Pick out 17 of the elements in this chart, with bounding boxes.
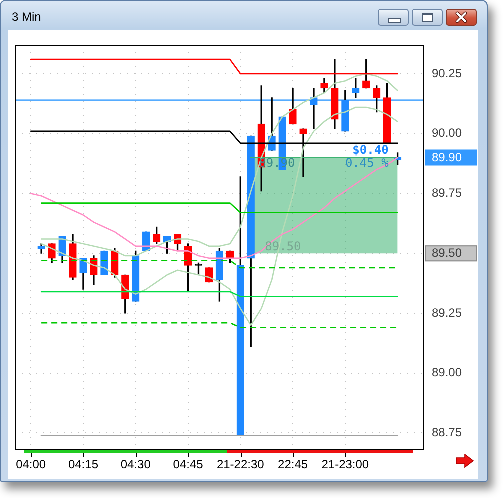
y-tick-label: 89.00 (432, 366, 462, 380)
y-tick-label: 88.75 (432, 426, 462, 440)
x-tick-label: 04:45 (173, 458, 204, 472)
x-tick-label: 04:15 (68, 458, 99, 472)
y-tick-label: 89.25 (432, 306, 462, 320)
x-tick-label: 04:00 (16, 458, 46, 472)
y-tick-label: 90.25 (432, 66, 462, 80)
y-tick-label: 90.00 (432, 126, 462, 140)
x-tick-label: 21-22:30 (216, 458, 265, 472)
x-tick-label: 04:30 (120, 458, 152, 472)
y-tick-label: 89.50 (432, 246, 462, 260)
x-tick-label: 22:45 (278, 458, 308, 472)
y-tick-label: 89.75 (432, 186, 462, 200)
text: 89.90 (432, 150, 462, 165)
chart-title: 3 Min (12, 10, 42, 24)
x-tick-label: 21-23:00 (322, 458, 370, 472)
annotation: $0.40 (352, 142, 389, 157)
